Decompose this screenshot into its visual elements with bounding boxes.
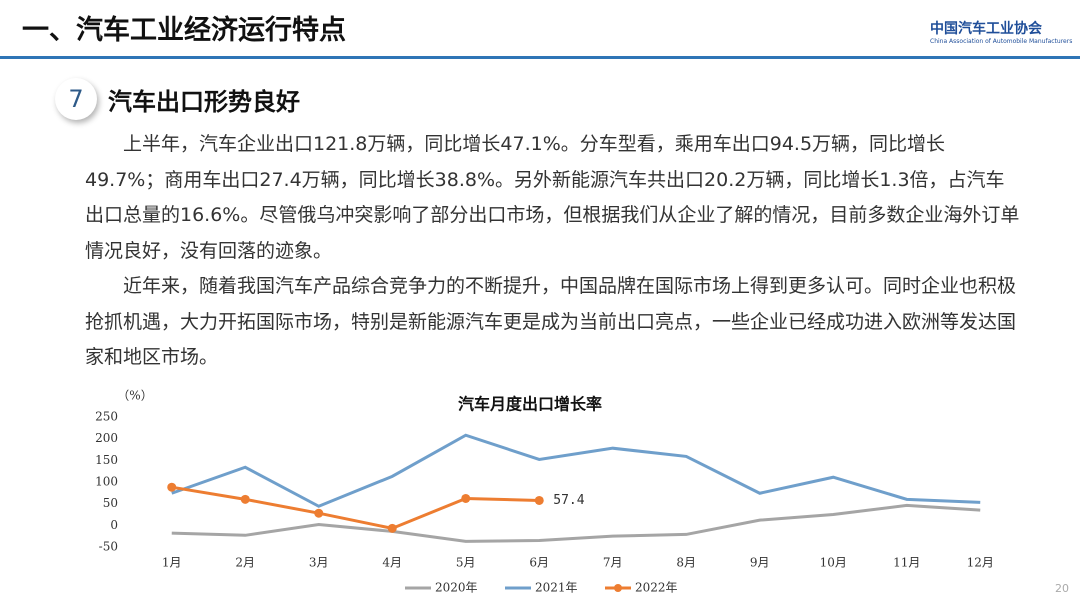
legend-label: 2022年 (635, 581, 678, 595)
y-unit: （%） (117, 389, 152, 403)
paragraph: 上半年，汽车企业出口121.8万辆，同比增长47.1%。分车型看，乘用车出口94… (85, 133, 1020, 262)
header-rule (0, 56, 1080, 59)
x-tick-label: 10月 (820, 556, 847, 570)
y-tick-label: 100 (95, 475, 118, 489)
data-label: 57.4 (553, 493, 584, 508)
point (534, 495, 544, 505)
x-tick-label: 6月 (529, 556, 549, 570)
legend-label: 2021年 (535, 581, 578, 595)
x-tick-label: 12月 (967, 556, 994, 570)
point (240, 494, 250, 504)
y-tick-label: 200 (95, 431, 118, 445)
x-tick-label: 4月 (382, 556, 402, 570)
y-tick-label: 50 (103, 496, 118, 510)
y-tick-label: 150 (95, 453, 118, 467)
point (461, 493, 471, 503)
x-tick-label: 7月 (603, 556, 623, 570)
section-title: 汽车出口形势良好 (108, 88, 300, 116)
x-tick-label: 1月 (162, 556, 182, 570)
series-line (171, 485, 540, 530)
x-tick-label: 11月 (893, 556, 920, 570)
series-line (171, 503, 981, 543)
page-number: 20 (1055, 582, 1069, 595)
x-tick-label: 2月 (235, 556, 255, 570)
y-tick-label: 0 (110, 518, 118, 532)
y-tick-label: -50 (99, 540, 118, 554)
logo-en: China Association of Automobile Manufact… (930, 38, 1073, 45)
paragraph: 近年来，随着我国汽车产品综合竞争力的不断提升，中国品牌在国际市场上得到更多认可。… (85, 275, 1017, 368)
logo-cn: 中国汽车工业协会 (930, 21, 1042, 37)
legend-label: 2020年 (435, 581, 478, 595)
chart-title: 汽车月度出口增长率 (458, 395, 602, 414)
x-tick-label: 5月 (456, 556, 476, 570)
section-number: 7 (55, 78, 97, 120)
point (387, 523, 397, 533)
point (167, 482, 177, 492)
series-line (171, 433, 981, 508)
point (314, 508, 324, 518)
x-tick-label: 9月 (750, 556, 770, 570)
body-text: 上半年，汽车企业出口121.8万辆，同比增长47.1%。分车型看，乘用车出口94… (85, 127, 1020, 376)
legend-marker (614, 584, 622, 592)
page-title: 一、汽车工业经济运行特点 (22, 15, 346, 46)
x-tick-label: 3月 (309, 556, 329, 570)
x-tick-label: 8月 (676, 556, 696, 570)
y-tick-label: 250 (95, 410, 118, 424)
